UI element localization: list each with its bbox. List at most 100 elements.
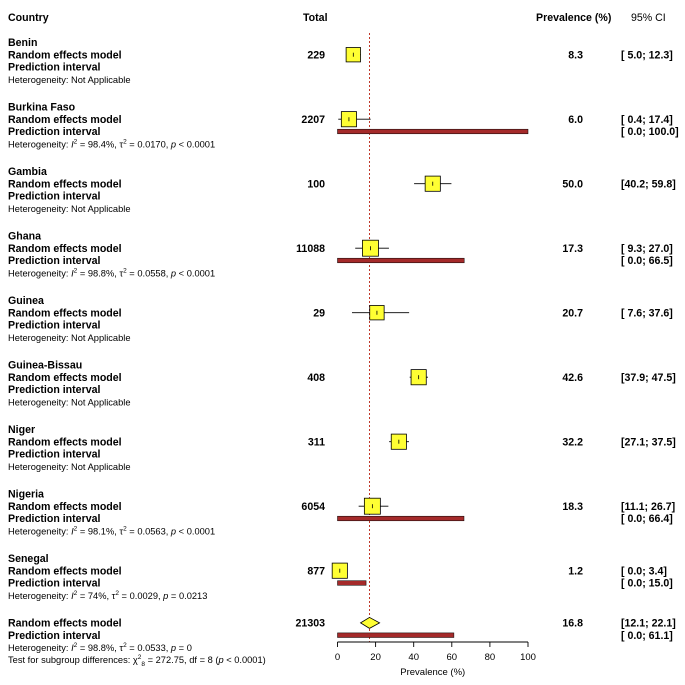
heterogeneity-text: Heterogeneity: I2 = 74%, τ2 = 0.0029, p … xyxy=(8,590,207,601)
estimate-value: 32.2 xyxy=(562,436,583,448)
random-effects-label: Random effects model xyxy=(8,565,122,577)
total-value: 11088 xyxy=(296,243,325,255)
prediction-interval-label: Prediction interval xyxy=(8,578,100,590)
x-tick-label: 80 xyxy=(485,652,496,663)
ci-value: [11.1; 26.7] xyxy=(621,501,675,513)
header-prevalence: Prevalence (%) xyxy=(536,12,611,24)
total-value: 100 xyxy=(307,178,325,190)
x-tick-label: 20 xyxy=(370,652,381,663)
subgroup-name: Guinea-Bissau xyxy=(8,360,82,372)
estimate-value: 8.3 xyxy=(568,49,583,61)
prediction-interval-bar xyxy=(337,257,465,264)
estimate-value: 18.3 xyxy=(562,501,583,513)
heterogeneity-text: Heterogeneity: Not Applicable xyxy=(8,75,131,85)
x-tick-label: 60 xyxy=(447,652,458,663)
header-country: Country xyxy=(8,12,49,24)
prediction-interval-bar xyxy=(337,128,529,135)
pi-value: [ 0.0; 100.0] xyxy=(621,126,679,138)
heterogeneity-text: Heterogeneity: I2 = 98.8%, τ2 = 0.0558, … xyxy=(8,267,215,278)
ci-value: [ 0.4; 17.4] xyxy=(621,114,673,126)
estimate-value: 50.0 xyxy=(562,178,583,190)
prediction-interval-label: Prediction interval xyxy=(8,449,100,461)
x-tick-label: 0 xyxy=(335,652,340,663)
random-effects-label: Random effects model xyxy=(8,436,122,448)
heterogeneity-text: Heterogeneity: I2 = 98.8%, τ2 = 0.0533, … xyxy=(8,642,192,653)
subgroup-test-text: Test for subgroup differences: χ28 = 272… xyxy=(8,654,266,668)
heterogeneity-text: Heterogeneity: Not Applicable xyxy=(8,462,131,472)
overall-diamond xyxy=(359,616,381,629)
prediction-interval-label: Prediction interval xyxy=(8,513,100,525)
subgroup-name: Ghana xyxy=(8,231,41,243)
heterogeneity-text: Heterogeneity: I2 = 98.1%, τ2 = 0.0563, … xyxy=(8,525,215,536)
random-effects-label: Random effects model xyxy=(8,49,122,61)
header-ci: 95% CI xyxy=(631,12,666,24)
estimate-value: 16.8 xyxy=(562,618,583,630)
pi-value: [ 0.0; 15.0] xyxy=(621,578,673,590)
header-total: Total xyxy=(303,12,328,24)
prediction-interval-label: Prediction interval xyxy=(8,630,100,642)
x-tick-label: 40 xyxy=(408,652,419,663)
random-effects-label: Random effects model xyxy=(8,178,122,190)
subgroup-name: Nigeria xyxy=(8,489,44,501)
estimate-value: 20.7 xyxy=(562,307,583,319)
x-tick-label: 100 xyxy=(520,652,536,663)
random-effects-label: Random effects model xyxy=(8,372,122,384)
random-effects-label: Random effects model xyxy=(8,114,122,126)
estimate-value: 1.2 xyxy=(568,565,583,577)
ci-value: [12.1; 22.1] xyxy=(621,618,676,630)
ci-value: [ 7.6; 37.6] xyxy=(621,307,673,319)
subgroup-name: Senegal xyxy=(8,553,49,565)
prediction-interval-bar xyxy=(337,632,455,638)
total-value: 6054 xyxy=(301,501,325,513)
total-value: 21303 xyxy=(296,618,326,630)
ci-value: [37.9; 47.5] xyxy=(621,372,676,384)
total-value: 2207 xyxy=(301,114,325,126)
total-value: 877 xyxy=(307,565,325,577)
total-value: 311 xyxy=(308,436,325,448)
ci-value: [40.2; 59.8] xyxy=(621,178,676,190)
total-value: 408 xyxy=(307,372,325,384)
estimate-value: 42.6 xyxy=(562,372,583,384)
total-value: 229 xyxy=(307,49,325,61)
prediction-interval-label: Prediction interval xyxy=(8,62,100,74)
random-effects-label: Random effects model xyxy=(8,307,122,319)
prediction-interval-label: Prediction interval xyxy=(8,191,100,203)
heterogeneity-text: Heterogeneity: Not Applicable xyxy=(8,397,131,407)
heterogeneity-text: Heterogeneity: Not Applicable xyxy=(8,333,131,343)
ci-value: [ 0.0; 3.4] xyxy=(621,565,667,577)
pi-value: [ 0.0; 66.5] xyxy=(621,255,673,267)
subgroup-name: Gambia xyxy=(8,166,47,178)
prediction-interval-bar xyxy=(337,515,465,522)
prediction-interval-label: Prediction interval xyxy=(8,255,100,267)
random-effects-label: Random effects model xyxy=(8,618,122,630)
estimate-value: 6.0 xyxy=(568,114,583,126)
total-value: 29 xyxy=(313,307,325,319)
prediction-interval-bar xyxy=(337,580,367,586)
random-effects-label: Random effects model xyxy=(8,501,122,513)
heterogeneity-text: Heterogeneity: I2 = 98.4%, τ2 = 0.0170, … xyxy=(8,138,215,149)
subgroup-name: Burkina Faso xyxy=(8,102,76,114)
prediction-interval-label: Prediction interval xyxy=(8,126,100,138)
subgroup-name: Guinea xyxy=(8,295,44,307)
random-effects-label: Random effects model xyxy=(8,243,122,255)
ci-value: [ 9.3; 27.0] xyxy=(621,243,673,255)
pi-value: [ 0.0; 66.4] xyxy=(621,513,673,525)
prediction-interval-label: Prediction interval xyxy=(8,384,100,396)
pi-value: [ 0.0; 61.1] xyxy=(621,630,673,642)
estimate-value: 17.3 xyxy=(562,243,583,255)
ci-value: [ 5.0; 12.3] xyxy=(621,49,673,61)
heterogeneity-text: Heterogeneity: Not Applicable xyxy=(8,204,131,214)
ci-value: [27.1; 37.5] xyxy=(621,436,676,448)
x-axis-label: Prevalence (%) xyxy=(400,667,465,678)
